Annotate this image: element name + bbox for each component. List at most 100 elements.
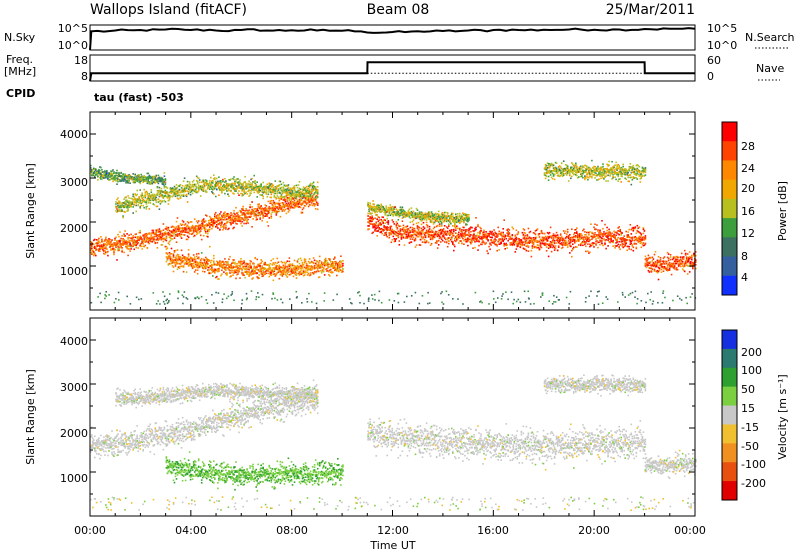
data-cell	[206, 181, 208, 184]
data-cell	[237, 267, 239, 269]
data-cell	[274, 209, 277, 212]
data-cell	[220, 224, 222, 227]
data-cell	[196, 257, 199, 260]
data-cell	[123, 175, 125, 177]
data-cell	[428, 230, 431, 233]
data-cell	[234, 218, 236, 221]
data-cell	[141, 248, 143, 250]
data-cell	[149, 236, 152, 239]
data-cell	[98, 170, 100, 172]
data-cell	[229, 255, 231, 258]
data-cell	[260, 194, 262, 196]
data-cell	[239, 185, 241, 187]
data-cell	[223, 184, 225, 186]
data-cell	[218, 270, 220, 272]
data-cell	[208, 222, 210, 224]
data-cell	[253, 191, 255, 194]
data-cell	[139, 199, 141, 202]
data-cell	[123, 210, 125, 213]
data-cell	[126, 200, 128, 203]
data-cell	[278, 191, 281, 193]
data-cell	[330, 271, 332, 274]
data-cell	[170, 191, 173, 194]
data-cell	[223, 267, 225, 269]
data-cell	[221, 214, 223, 217]
data-cell	[118, 171, 120, 174]
data-cell	[155, 239, 158, 241]
data-cell	[428, 228, 431, 230]
data-cell	[150, 176, 153, 179]
data-cell	[181, 254, 184, 257]
data-cell	[451, 240, 453, 243]
data-cell	[212, 180, 214, 182]
data-cell	[110, 175, 112, 177]
data-cell	[147, 180, 150, 182]
data-cell	[267, 186, 270, 188]
data-cell	[223, 214, 225, 217]
data-cell	[205, 267, 207, 270]
data-cell	[152, 229, 155, 232]
data-cell	[369, 220, 371, 222]
data-cell	[170, 260, 173, 262]
data-cell	[218, 194, 220, 196]
data-cell	[315, 195, 318, 197]
data-cell	[399, 228, 402, 230]
data-cell	[279, 204, 282, 207]
data-cell	[504, 234, 506, 237]
data-cell	[101, 244, 103, 246]
data-cell	[277, 208, 280, 210]
data-cell	[311, 261, 314, 263]
data-cell	[275, 206, 278, 208]
data-cell	[191, 183, 194, 186]
data-cell	[318, 255, 321, 258]
data-cell	[212, 264, 214, 266]
data-cell	[301, 261, 304, 264]
data-cell	[273, 207, 276, 209]
data-cell	[375, 222, 377, 225]
data-cell	[170, 190, 173, 192]
data-cell	[279, 208, 282, 210]
data-cell	[292, 193, 295, 196]
data-cell	[135, 199, 137, 202]
data-cell	[431, 238, 434, 241]
data-cell	[161, 181, 164, 184]
data-cell	[460, 233, 462, 236]
data-cell	[145, 177, 148, 179]
data-cell	[336, 269, 338, 271]
data-cell	[274, 188, 277, 190]
data-cell	[296, 203, 299, 206]
data-cell	[140, 173, 142, 176]
data-cell	[146, 234, 149, 236]
data-cell	[143, 180, 145, 182]
data-cell	[427, 230, 430, 233]
data-cell	[112, 177, 114, 180]
data-cell	[184, 190, 187, 192]
data-cell	[233, 188, 235, 191]
data-cell	[197, 224, 200, 227]
data-cell	[151, 182, 154, 185]
data-cell	[218, 223, 220, 226]
data-cell	[261, 194, 263, 196]
data-cell	[244, 271, 246, 273]
data-cell	[130, 237, 132, 239]
data-cell	[136, 193, 138, 196]
data-cell	[191, 189, 194, 191]
data-cell	[131, 237, 133, 240]
data-cell	[191, 259, 194, 262]
data-cell	[235, 265, 237, 268]
data-cell	[312, 193, 315, 196]
data-cell	[131, 240, 133, 242]
data-cell	[209, 219, 211, 222]
data-cell	[155, 194, 158, 196]
data-cell	[300, 269, 303, 271]
data-cell	[155, 201, 158, 204]
data-cell	[222, 189, 224, 191]
data-cell	[156, 192, 159, 194]
data-cell	[159, 180, 162, 183]
data-cell	[257, 265, 259, 267]
data-cell	[288, 265, 291, 267]
data-cell	[387, 223, 390, 225]
data-cell	[411, 228, 414, 231]
data-cell	[227, 212, 229, 215]
data-cell	[299, 200, 302, 202]
